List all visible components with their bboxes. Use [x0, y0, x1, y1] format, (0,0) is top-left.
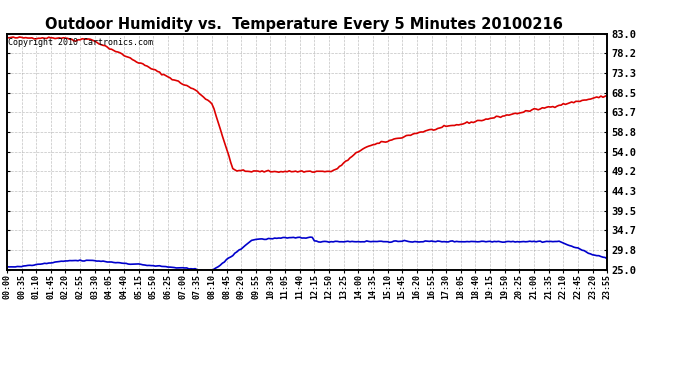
Text: Copyright 2010 Cartronics.com: Copyright 2010 Cartronics.com — [8, 39, 153, 48]
Text: Outdoor Humidity vs.  Temperature Every 5 Minutes 20100216: Outdoor Humidity vs. Temperature Every 5… — [45, 17, 562, 32]
